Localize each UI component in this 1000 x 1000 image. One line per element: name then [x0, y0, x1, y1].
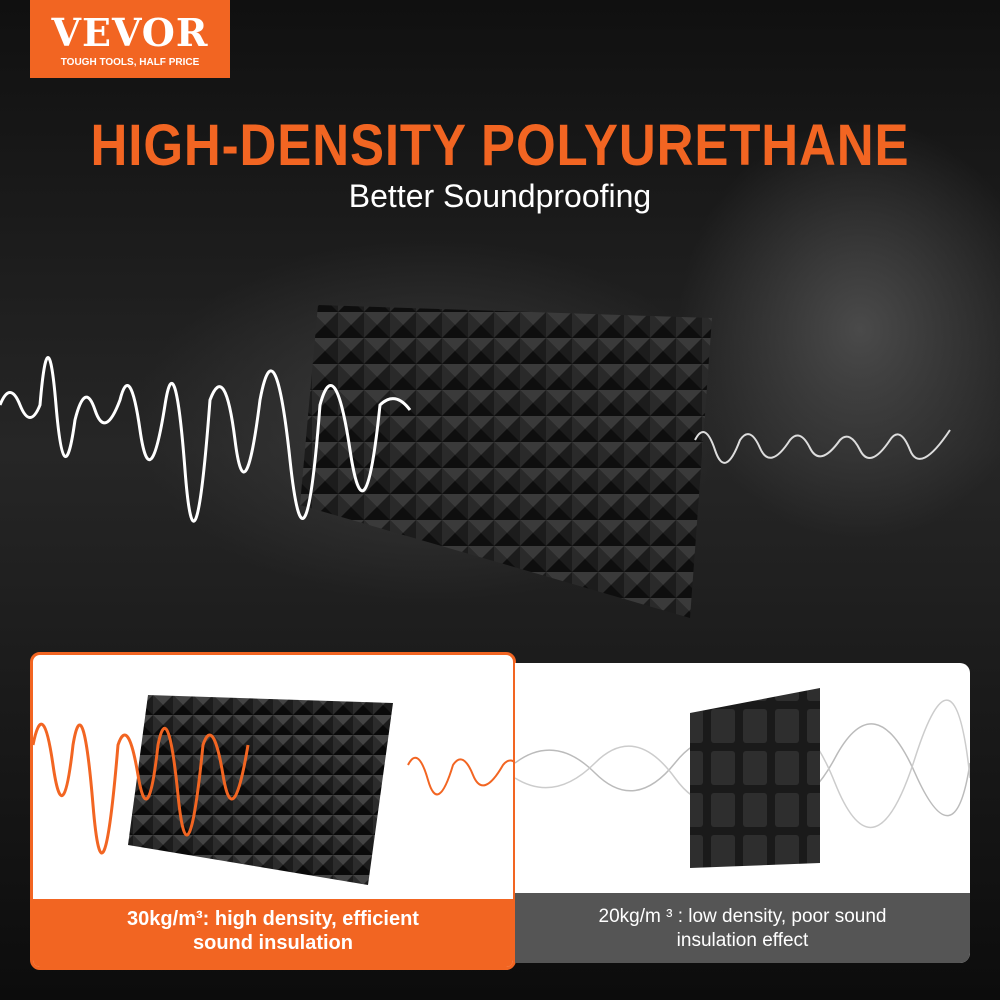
high-density-caption: 30kg/m³: high density, efficient sound i…: [33, 899, 513, 967]
low-density-caption: 20kg/m ³ : low density, poor sound insul…: [515, 893, 970, 963]
orange-sound-wave: [33, 722, 250, 855]
pyramid-foam-panel: [128, 695, 393, 885]
caption-line: insulation effect: [676, 930, 809, 951]
high-density-card: 30kg/m³: high density, efficient sound i…: [30, 652, 516, 970]
logo-brand: VEVOR: [51, 10, 209, 55]
low-density-illustration: [515, 688, 970, 868]
egg-crate-foam-panel: [690, 688, 820, 868]
sound-wave-outgoing: [694, 429, 951, 464]
sound-wave-incoming: [0, 356, 412, 523]
caption-line: 30kg/m³: high density, efficient: [127, 908, 419, 930]
page-subtitle: Better Soundproofing: [348, 178, 652, 214]
logo-tagline: TOUGH TOOLS, HALF PRICE: [60, 57, 200, 68]
high-density-illustration: [33, 695, 513, 885]
foam-panel-hero: [300, 305, 712, 618]
low-density-card: 20kg/m ³ : low density, poor sound insul…: [515, 663, 970, 963]
caption-line: 20kg/m ³ : low density, poor sound: [598, 906, 887, 927]
orange-sound-wave-weak: [407, 756, 513, 796]
page-title: HIGH-DENSITY POLYURETHANE: [90, 113, 910, 178]
vevor-logo: VEVOR TOUGH TOOLS, HALF PRICE: [30, 0, 230, 78]
caption-line: sound insulation: [193, 932, 353, 954]
